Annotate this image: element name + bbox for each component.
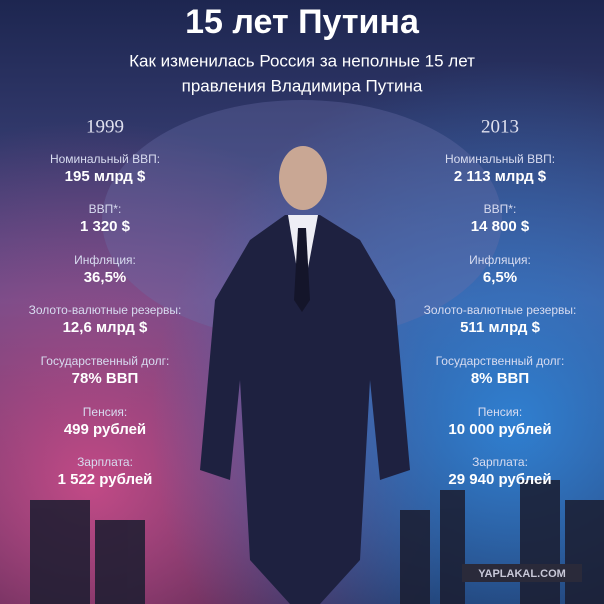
stat-value: 1 522 рублей	[58, 471, 153, 488]
watermark-box	[462, 564, 582, 582]
year: 1999	[86, 116, 124, 137]
stat-value: 1 320 $	[80, 218, 131, 235]
stat-value: 14 800 $	[471, 218, 530, 235]
stat-value: 6,5%	[483, 269, 517, 286]
person	[200, 146, 410, 604]
stat-label: ВВП*:	[89, 202, 122, 216]
stat-label: Золото-валютные резервы:	[424, 303, 577, 317]
stat-value: 195 млрд $	[65, 168, 146, 185]
columns: 1999 Номинальный ВВП: 195 млрд $ ВВП*: 1 320…	[29, 116, 577, 488]
watermark: YAPLAKAL.COM	[478, 568, 566, 580]
stat-value: 29 940 рублей	[448, 471, 551, 488]
stat-label: Инфляция:	[469, 253, 531, 267]
subtitle: правления Владимира Путина	[182, 76, 423, 95]
stat-label: Пенсия:	[478, 405, 522, 419]
stat-label: ВВП*:	[484, 202, 517, 216]
title: 15 лет Путина	[185, 3, 420, 41]
stat-label: Государственный долг:	[436, 354, 565, 368]
stat-label: Инфляция:	[74, 253, 136, 267]
city	[30, 480, 604, 604]
stat-label: Зарплата:	[472, 455, 528, 469]
stat-value: 2 113 млрд $	[454, 168, 547, 185]
stat-value: 8% ВВП	[471, 370, 529, 387]
stat-label: Номинальный ВВП:	[50, 152, 160, 166]
stat-label: Золото-валютные резервы:	[29, 303, 182, 317]
stat-value: 511 млрд $	[460, 319, 540, 336]
stat-value: 499 рублей	[64, 421, 146, 438]
stat-label: Зарплата:	[77, 455, 133, 469]
stat-label: Государственный долг:	[41, 354, 170, 368]
stat-label: Номинальный ВВП:	[445, 152, 555, 166]
stat-value: 78% ВВП	[72, 370, 139, 387]
subtitle: Как изменилась Россия за неполные 15 лет	[129, 51, 475, 70]
stat-value: 10 000 рублей	[448, 421, 551, 438]
stat-value: 12,6 млрд $	[63, 319, 148, 336]
stat-label: Пенсия:	[83, 405, 127, 419]
stat-value: 36,5%	[84, 269, 127, 286]
year: 2013	[481, 116, 519, 137]
